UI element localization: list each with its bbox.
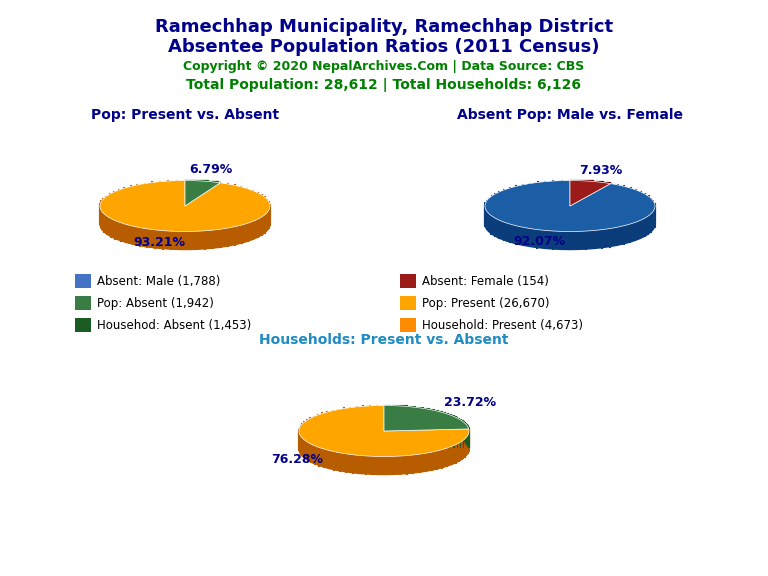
FancyBboxPatch shape [75,296,91,310]
Polygon shape [570,180,611,206]
Polygon shape [485,199,655,249]
Text: 93.21%: 93.21% [133,236,185,249]
Text: Households: Present vs. Absent: Households: Present vs. Absent [260,333,508,347]
Polygon shape [185,199,220,224]
Polygon shape [384,423,468,449]
Text: Pop: Present vs. Absent: Pop: Present vs. Absent [91,108,279,122]
Text: Absentee Population Ratios (2011 Census): Absentee Population Ratios (2011 Census) [168,38,600,56]
Text: Household: Present (4,673): Household: Present (4,673) [422,319,583,332]
Text: Absent: Female (154): Absent: Female (154) [422,275,549,287]
Polygon shape [384,406,468,431]
FancyBboxPatch shape [75,274,91,288]
Polygon shape [570,199,611,224]
Text: 23.72%: 23.72% [445,396,497,410]
Text: Pop: Present (26,670): Pop: Present (26,670) [422,297,549,309]
Polygon shape [299,406,469,457]
Text: Total Population: 28,612 | Total Households: 6,126: Total Population: 28,612 | Total Househo… [187,78,581,92]
Polygon shape [185,180,220,206]
Text: Househod: Absent (1,453): Househod: Absent (1,453) [97,319,251,332]
Text: Absent Pop: Male vs. Female: Absent Pop: Male vs. Female [457,108,683,122]
FancyBboxPatch shape [400,318,416,332]
Polygon shape [299,423,469,475]
Polygon shape [485,180,655,232]
Text: Pop: Absent (1,942): Pop: Absent (1,942) [97,297,214,309]
Polygon shape [100,180,270,232]
FancyBboxPatch shape [400,274,416,288]
Text: 7.93%: 7.93% [579,164,622,177]
Text: 92.07%: 92.07% [514,236,566,248]
Text: Ramechhap Municipality, Ramechhap District: Ramechhap Municipality, Ramechhap Distri… [155,18,613,36]
FancyBboxPatch shape [75,318,91,332]
Text: Absent: Male (1,788): Absent: Male (1,788) [97,275,220,287]
Text: 6.79%: 6.79% [190,164,233,176]
Text: 76.28%: 76.28% [272,453,323,465]
FancyBboxPatch shape [400,296,416,310]
Polygon shape [100,199,270,249]
Text: Copyright © 2020 NepalArchives.Com | Data Source: CBS: Copyright © 2020 NepalArchives.Com | Dat… [184,60,584,73]
